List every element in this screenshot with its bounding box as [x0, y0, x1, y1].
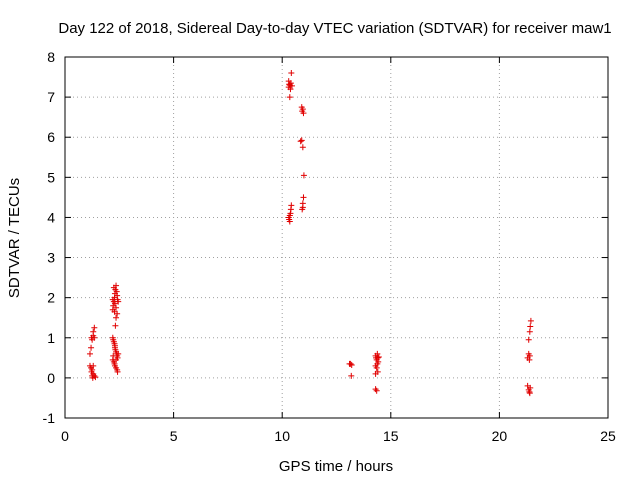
plot-frame	[64, 56, 609, 419]
y-tick-label: 0	[47, 370, 55, 386]
data-point	[526, 328, 533, 335]
y-tick-label: 7	[47, 89, 55, 105]
data-point	[299, 204, 306, 211]
y-tick-label: 5	[47, 169, 55, 185]
y-axis-label: SDTVAR / TECUs	[6, 178, 23, 298]
data-point	[91, 324, 98, 331]
data-point	[348, 372, 355, 379]
data-point	[286, 218, 293, 225]
data-point	[111, 300, 118, 307]
data-point	[115, 298, 122, 305]
data-point	[112, 322, 119, 329]
x-tick-label: 25	[600, 428, 616, 444]
data-point	[299, 106, 306, 113]
grid	[65, 57, 608, 418]
y-tick-label: 3	[47, 250, 55, 266]
data-point	[527, 317, 534, 324]
x-axis-label: GPS time / hours	[279, 458, 393, 475]
y-tick-label: 6	[47, 129, 55, 145]
data-point	[347, 360, 354, 367]
data-point	[373, 387, 380, 394]
chart-title: Day 122 of 2018, Sidereal Day-to-day VTE…	[58, 20, 611, 37]
data-point	[372, 370, 379, 377]
data-point	[299, 144, 306, 151]
data-point	[86, 350, 93, 357]
y-tick-label: 1	[47, 330, 55, 346]
data-points	[86, 70, 534, 397]
data-point	[297, 138, 304, 145]
data-point	[288, 202, 295, 209]
data-point	[348, 362, 355, 369]
y-tick-label: -1	[43, 410, 56, 426]
data-point	[287, 86, 294, 93]
data-point	[527, 323, 534, 330]
x-tick-label: 15	[383, 428, 399, 444]
data-point	[527, 384, 534, 391]
x-tick-label: 10	[274, 428, 290, 444]
data-point	[286, 212, 293, 219]
data-point	[90, 362, 97, 369]
y-tick-label: 8	[47, 49, 55, 65]
x-tick-label: 5	[170, 428, 178, 444]
y-tick-label: 4	[47, 209, 55, 225]
data-point	[286, 94, 293, 101]
data-point	[114, 368, 121, 375]
y-tick-label: 2	[47, 290, 55, 306]
x-tick-label: 20	[492, 428, 508, 444]
data-point	[300, 172, 307, 179]
data-point	[89, 366, 96, 373]
data-point	[109, 296, 116, 303]
data-point	[525, 336, 532, 343]
data-point	[300, 110, 307, 117]
data-point	[111, 344, 118, 351]
data-point	[375, 354, 382, 361]
data-point	[288, 70, 295, 77]
data-point	[300, 194, 307, 201]
data-point	[526, 352, 533, 359]
data-point	[113, 304, 120, 311]
data-point	[88, 344, 95, 351]
data-point	[90, 328, 97, 335]
data-point	[91, 334, 98, 341]
data-point	[113, 356, 120, 363]
data-point	[526, 390, 533, 397]
data-point	[110, 352, 117, 359]
data-point	[373, 364, 380, 371]
data-point	[92, 374, 99, 381]
data-point	[298, 137, 305, 144]
data-point	[91, 372, 98, 379]
data-point	[374, 360, 381, 367]
data-point	[110, 284, 117, 291]
data-point	[111, 308, 118, 315]
data-point	[286, 81, 293, 88]
axis-ticks: -1 0 1 2 3 4 5 6 7 8 0 5 10 15 20 25	[43, 49, 616, 444]
data-point	[113, 314, 120, 321]
data-point	[115, 350, 122, 357]
x-tick-label: 0	[61, 428, 69, 444]
